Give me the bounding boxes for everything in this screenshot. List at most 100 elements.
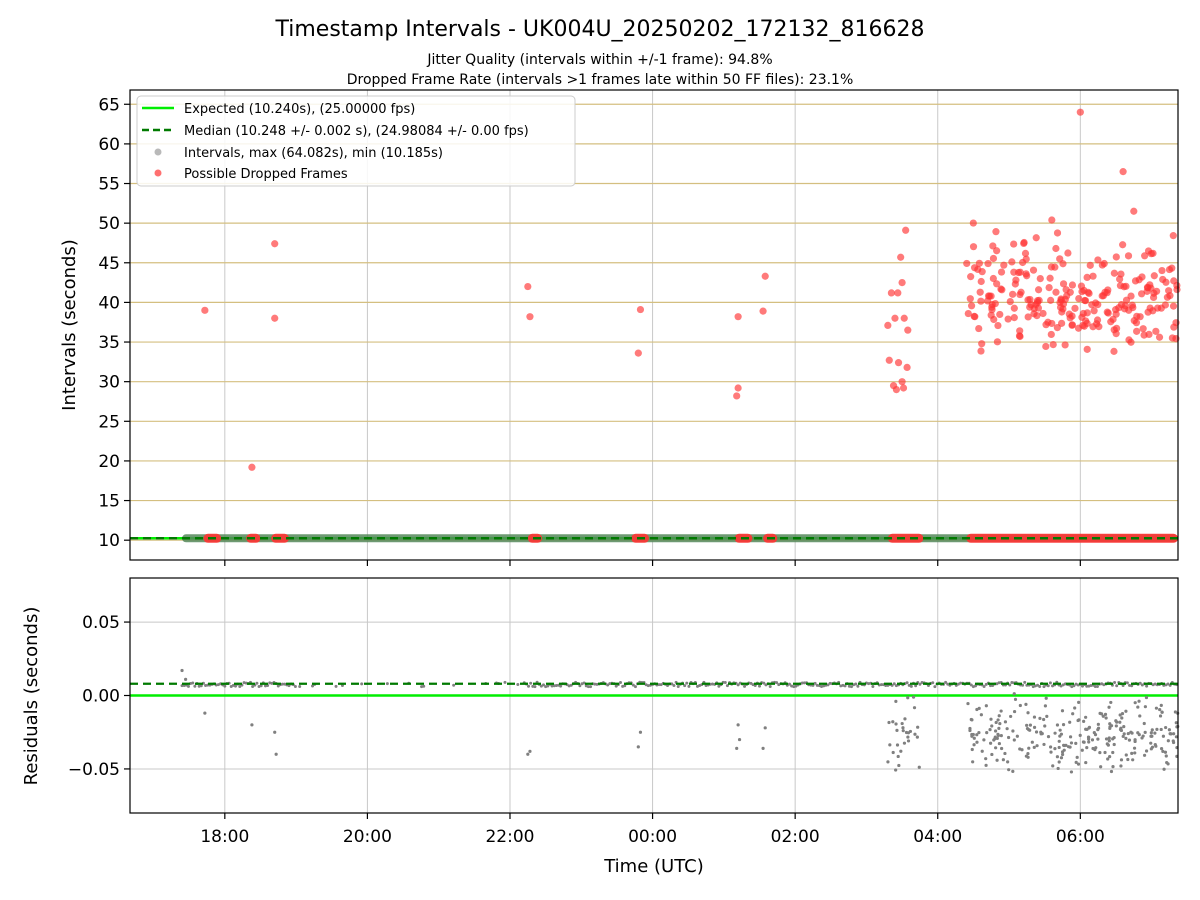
- dropped-point: [1049, 340, 1057, 349]
- residual-point: [1046, 735, 1051, 739]
- residual-point: [657, 683, 661, 687]
- residual-point: [1048, 745, 1053, 749]
- legend-box: [136, 95, 576, 187]
- residual-point: [758, 684, 762, 688]
- dropped-point: [903, 363, 911, 372]
- residual-point: [1026, 711, 1030, 715]
- residual-point: [685, 681, 689, 685]
- residual-point: [982, 738, 986, 742]
- residual-point: [1061, 723, 1066, 727]
- residual-point: [905, 681, 909, 685]
- residual-point: [1171, 740, 1176, 745]
- residual-point: [1038, 685, 1042, 689]
- residual-point: [1087, 725, 1092, 729]
- dropped-point: [1052, 288, 1060, 296]
- dropped-point: [969, 243, 978, 251]
- residual-point: [1119, 758, 1124, 762]
- residual-point: [984, 757, 988, 761]
- residual-point: [311, 684, 315, 688]
- residual-point: [1138, 681, 1142, 685]
- residual-point: [931, 681, 935, 685]
- dropped-point: [1090, 307, 1098, 315]
- residual-point: [180, 668, 184, 673]
- residual-point: [1107, 736, 1111, 740]
- residual-point: [972, 736, 976, 740]
- residual-point: [1115, 720, 1119, 724]
- dropped-point: [1034, 286, 1043, 294]
- dropped-point: [1166, 292, 1174, 300]
- bottom-marks: [130, 668, 1180, 774]
- dropped-point: [902, 226, 910, 234]
- dropped-point: [1140, 331, 1148, 339]
- residual-point: [422, 684, 426, 688]
- residual-point: [800, 681, 804, 685]
- residual-point: [1103, 750, 1107, 755]
- residual-point: [1043, 724, 1047, 728]
- dropped-point: [1127, 292, 1135, 300]
- residual-point: [1045, 714, 1049, 718]
- dropped-point: [1092, 299, 1100, 307]
- residual-point: [1078, 733, 1082, 737]
- dropped-point: [898, 378, 906, 386]
- residual-point: [1126, 757, 1130, 762]
- residual-point: [1103, 712, 1108, 717]
- dropped-point: [1173, 281, 1181, 290]
- residual-point: [998, 721, 1002, 726]
- residual-point: [979, 713, 983, 717]
- dropped-point: [1168, 334, 1176, 342]
- dropped-point: [993, 280, 1001, 288]
- dropped-point: [900, 314, 908, 322]
- bottom-y-axis-label: Residuals (seconds): [21, 607, 42, 786]
- residual-point: [191, 681, 195, 685]
- dropped-point: [1095, 323, 1103, 331]
- residual-point: [1159, 747, 1164, 751]
- dropped-point: [1086, 261, 1094, 269]
- residual-point: [725, 684, 729, 688]
- residual-point: [1084, 760, 1088, 765]
- residual-point: [1025, 726, 1030, 731]
- residual-point: [1042, 717, 1046, 722]
- residual-point: [276, 684, 280, 688]
- residual-point: [999, 734, 1003, 738]
- residual-point: [1049, 750, 1053, 754]
- residual-point: [1012, 738, 1016, 742]
- x-tick-label: 20:00: [343, 827, 392, 847]
- residual-point: [1122, 725, 1126, 729]
- residual-point: [895, 743, 900, 747]
- residual-point: [974, 684, 978, 688]
- dropped-point: [997, 268, 1006, 276]
- dropped-point: [1059, 280, 1068, 288]
- residual-point: [618, 681, 622, 685]
- residual-point: [1163, 750, 1168, 754]
- residual-point: [1153, 731, 1157, 735]
- residual-point: [1069, 770, 1074, 774]
- dropped-point: [1074, 324, 1083, 332]
- residual-point: [586, 685, 590, 689]
- residual-point: [1043, 704, 1048, 708]
- residual-point: [990, 724, 994, 728]
- dropped-point: [898, 278, 906, 287]
- residual-point: [982, 685, 986, 689]
- dropped-point: [759, 307, 767, 315]
- dropped-point: [1045, 283, 1053, 292]
- dropped-point: [1027, 301, 1035, 309]
- dropped-point: [1112, 330, 1120, 338]
- residual-point: [993, 737, 997, 741]
- residual-point: [1061, 752, 1065, 757]
- residual-point: [1113, 681, 1117, 685]
- residual-point: [894, 768, 898, 772]
- dropped-point: [891, 314, 899, 322]
- residual-point: [1055, 755, 1060, 759]
- residual-point: [1026, 752, 1030, 756]
- residual-point: [1042, 742, 1046, 747]
- residual-point: [255, 681, 259, 685]
- residual-point: [1095, 685, 1099, 689]
- residual-point: [234, 684, 238, 688]
- residual-point: [912, 706, 917, 710]
- dropped-point: [1110, 347, 1118, 355]
- residual-point: [1167, 728, 1172, 732]
- residual-point: [1131, 758, 1135, 762]
- dropped-point: [1131, 277, 1140, 285]
- dropped-point: [1008, 258, 1016, 266]
- residual-point: [1132, 746, 1137, 750]
